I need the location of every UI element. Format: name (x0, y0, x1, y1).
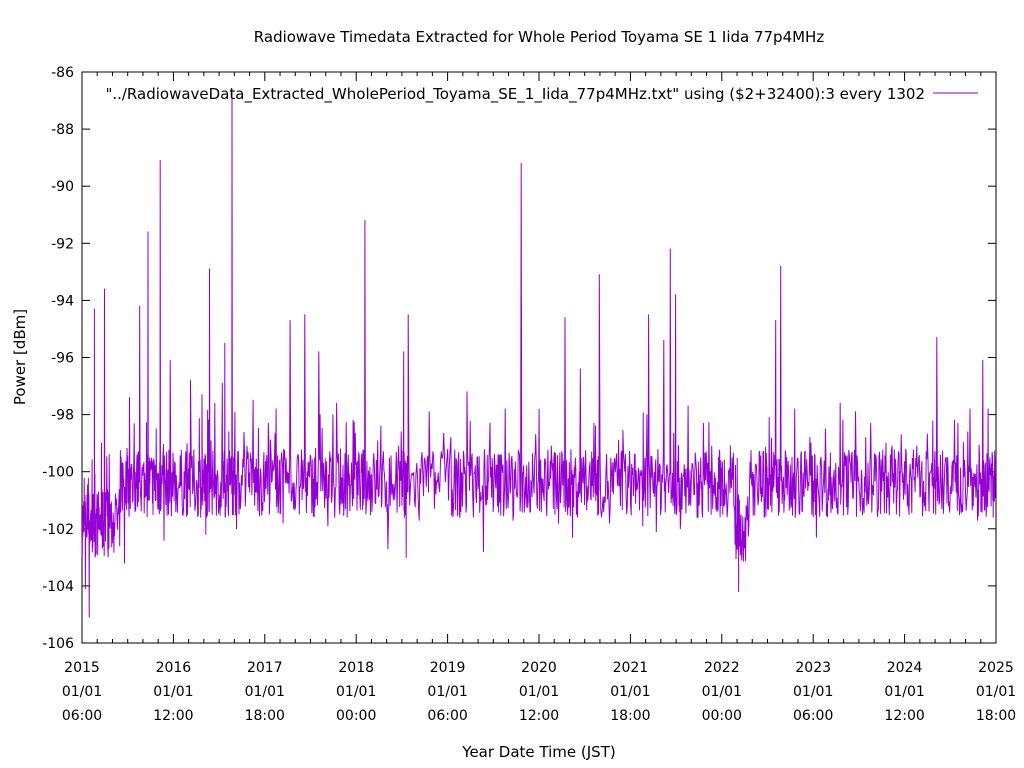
x-tick-label-year: 2018 (338, 660, 374, 676)
x-tick-label-year: 2021 (613, 660, 649, 676)
legend-label: "../RadiowaveData_Extracted_WholePeriod_… (105, 85, 925, 104)
x-tick-label-date: 01/01 (610, 684, 650, 700)
y-tick-label: -94 (51, 293, 74, 309)
plot-frame (81, 71, 997, 644)
chart-title: Radiowave Timedata Extracted for Whole P… (254, 28, 825, 46)
x-tick-label-date: 01/01 (245, 684, 285, 700)
x-tick-label-year: 2017 (247, 660, 283, 676)
x-tick-label-year: 2024 (887, 660, 923, 676)
y-tick-label: -90 (51, 179, 74, 195)
y-tick-label: -104 (42, 579, 74, 595)
x-tick-label-year: 2023 (795, 660, 831, 676)
series-layer (81, 88, 997, 618)
y-tick-label: -96 (51, 351, 74, 367)
x-tick-label-year: 2020 (521, 660, 557, 676)
x-tick-label-time: 06:00 (427, 708, 467, 724)
x-tick-label-time: 18:00 (610, 708, 650, 724)
x-tick-label-year: 2016 (156, 660, 192, 676)
x-tick-label-time: 06:00 (62, 708, 102, 724)
x-tick-label-date: 01/01 (702, 684, 742, 700)
x-tick-label-date: 01/01 (62, 684, 102, 700)
x-axis-label: Year Date Time (JST) (461, 743, 615, 761)
x-tick-label-year: 2019 (430, 660, 466, 676)
y-tick-label: -100 (42, 465, 74, 481)
y-tick-label: -106 (42, 636, 74, 652)
y-axis-ticks: -86 -88 -90 -92 -94 -96 -98 -100 -102 -104 -106 (42, 65, 996, 652)
y-tick-label: -92 (51, 236, 74, 252)
x-tick-label-year: 2022 (704, 660, 740, 676)
y-tick-label: -88 (51, 122, 74, 138)
x-tick-label-year: 2025 (978, 660, 1014, 676)
x-tick-label-date: 01/01 (519, 684, 559, 700)
x-tick-label-date: 01/01 (153, 684, 193, 700)
x-tick-label-time: 12:00 (153, 708, 193, 724)
x-tick-label-time: 18:00 (245, 708, 285, 724)
y-tick-label: -102 (42, 522, 74, 538)
x-tick-label-time: 12:00 (519, 708, 559, 724)
x-tick-label-date: 01/01 (427, 684, 467, 700)
y-axis-label: Power [dBm] (11, 309, 29, 405)
y-tick-label: -86 (51, 65, 74, 81)
x-tick-label-time: 18:00 (976, 708, 1016, 724)
x-axis-ticks: 2015 01/01 06:00 2016 01/01 12:00 2017 01/01 18:… (62, 72, 1016, 724)
x-tick-label-time: 00:00 (336, 708, 376, 724)
y-tick-label: -98 (51, 408, 74, 424)
x-tick-label-year: 2015 (64, 660, 100, 676)
series-line (81, 88, 997, 618)
x-tick-label-date: 01/01 (976, 684, 1016, 700)
x-tick-label-date: 01/01 (336, 684, 376, 700)
x-tick-label-time: 06:00 (793, 708, 833, 724)
x-tick-label-time: 00:00 (702, 708, 742, 724)
legend: "../RadiowaveData_Extracted_WholePeriod_… (105, 85, 978, 104)
x-tick-label-time: 12:00 (884, 708, 924, 724)
x-tick-label-date: 01/01 (793, 684, 833, 700)
x-tick-label-date: 01/01 (884, 684, 924, 700)
